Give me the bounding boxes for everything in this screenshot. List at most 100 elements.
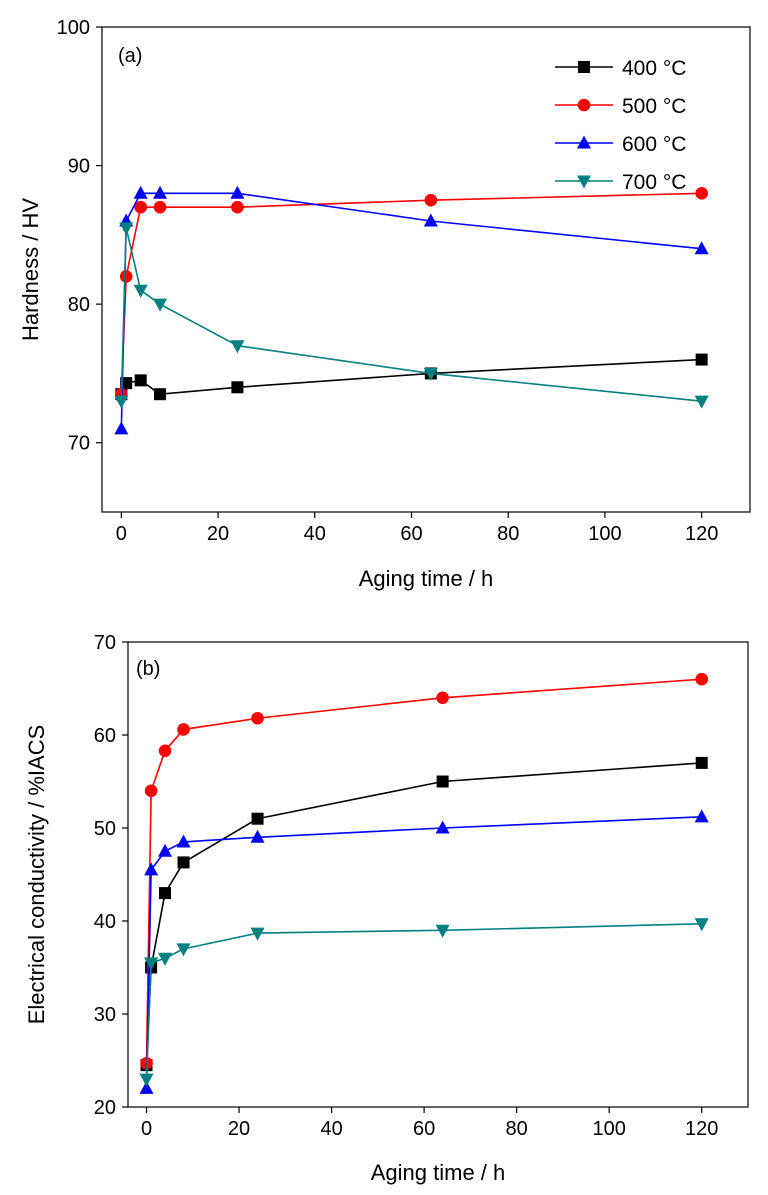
legend-item-500-c: 500 °C: [555, 95, 686, 118]
legend-marker: [577, 98, 591, 112]
data-point: [144, 957, 159, 971]
data-point: [251, 812, 264, 825]
data-point: [695, 756, 708, 769]
x-tick-label: 60: [400, 523, 422, 545]
data-point: [139, 1080, 154, 1094]
data-point: [251, 711, 264, 725]
x-axis-title: Aging time / h: [371, 1160, 506, 1185]
data-point: [158, 952, 173, 966]
legend-label: 500 °C: [622, 95, 686, 118]
x-tick-label: 100: [593, 1118, 626, 1140]
series-line: [145, 762, 702, 1066]
data-point: [154, 388, 167, 401]
legend-label: 600 °C: [622, 133, 686, 156]
legend-marker: [577, 175, 591, 189]
data-point: [435, 820, 450, 834]
y-tick-label: 30: [94, 1004, 116, 1026]
data-point: [695, 186, 708, 200]
data-point: [423, 367, 438, 381]
data-point: [144, 784, 158, 798]
x-tick-label: 0: [116, 523, 127, 545]
legend: 400 °C 500 °C 600 °C 700 °C: [555, 57, 686, 194]
legend-label: 400 °C: [622, 57, 686, 80]
x-tick-label: 20: [207, 523, 229, 545]
y-tick-label: 50: [94, 818, 116, 840]
data-point: [231, 200, 244, 214]
panel-b: 0 20 40 60 80 100 120 20 30 40 50 60 70 Aging time / …: [24, 632, 749, 1185]
data-point: [158, 843, 173, 857]
data-point: [153, 185, 168, 199]
x-tick-label: 40: [320, 1118, 342, 1140]
y-tick-label: 90: [68, 156, 90, 178]
series-line: [145, 816, 702, 1089]
y-tick-label: 40: [94, 911, 116, 933]
series-line: [145, 678, 702, 1064]
series-600-c: [139, 809, 709, 1094]
data-point: [695, 353, 708, 366]
series-600-c: [114, 185, 709, 435]
data-point: [694, 241, 709, 255]
data-point: [250, 927, 265, 941]
data-point: [694, 918, 709, 932]
x-tick-label: 0: [141, 1118, 152, 1140]
legend-marker: [578, 61, 590, 73]
x-tick-label: 80: [497, 523, 519, 545]
x-tick-label: 80: [506, 1118, 528, 1140]
y-axis-title: Electrical conductivity / %IACS: [24, 725, 49, 1025]
data-point: [177, 856, 190, 869]
data-point: [133, 185, 148, 199]
legend-label: 700 °C: [622, 171, 686, 194]
legend-marker: [577, 135, 591, 149]
y-tick-label: 70: [68, 433, 90, 455]
x-tick-label: 20: [228, 1118, 250, 1140]
data-point: [144, 862, 159, 876]
x-tick-label: 120: [685, 523, 718, 545]
data-point: [694, 395, 709, 409]
x-tick-label: 100: [588, 523, 621, 545]
y-tick-label: 70: [94, 632, 116, 654]
panel-label: (a): [118, 45, 142, 67]
data-point: [177, 723, 190, 736]
x-axis-title: Aging time / h: [359, 566, 494, 591]
data-point: [158, 744, 172, 758]
x-tick-label: 120: [685, 1118, 718, 1140]
data-point: [134, 200, 147, 214]
panel-a: 0 20 40 60 80 100 120 70 80 90 100 Aging time / h Ha…: [18, 17, 751, 591]
legend-item-600-c: 600 °C: [555, 133, 686, 156]
y-axis-title: Hardness / HV: [18, 198, 43, 341]
data-point: [436, 691, 449, 705]
data-point: [250, 829, 265, 843]
data-point: [176, 943, 191, 957]
series-line: [120, 358, 702, 396]
y-tick-label: 20: [94, 1097, 116, 1119]
legend-item-700-c: 700 °C: [555, 171, 686, 194]
data-point: [423, 213, 438, 227]
series-700-c: [114, 222, 709, 409]
y-tick-label: 60: [94, 725, 116, 747]
data-point: [133, 284, 148, 298]
x-tick-label: 60: [413, 1118, 435, 1140]
data-point: [119, 270, 133, 283]
data-point: [424, 193, 438, 207]
data-point: [153, 298, 168, 312]
data-point: [153, 200, 167, 214]
series-500-c: [140, 672, 709, 1070]
data-point: [231, 381, 244, 394]
data-point: [159, 887, 172, 900]
data-point: [230, 340, 245, 354]
data-point: [435, 924, 450, 938]
data-point: [119, 222, 134, 236]
data-point: [134, 374, 147, 387]
series-400-c: [140, 756, 708, 1072]
data-point: [436, 775, 449, 788]
data-point: [139, 1073, 154, 1087]
y-tick-label: 80: [68, 294, 90, 316]
y-tick-label: 100: [57, 17, 90, 39]
data-point: [694, 809, 709, 823]
series-line: [145, 922, 702, 1080]
data-point: [114, 395, 129, 409]
plot-frame: [127, 641, 749, 1108]
legend-item-400-c: 400 °C: [555, 57, 686, 80]
data-point: [230, 185, 245, 199]
series-line: [120, 192, 702, 429]
